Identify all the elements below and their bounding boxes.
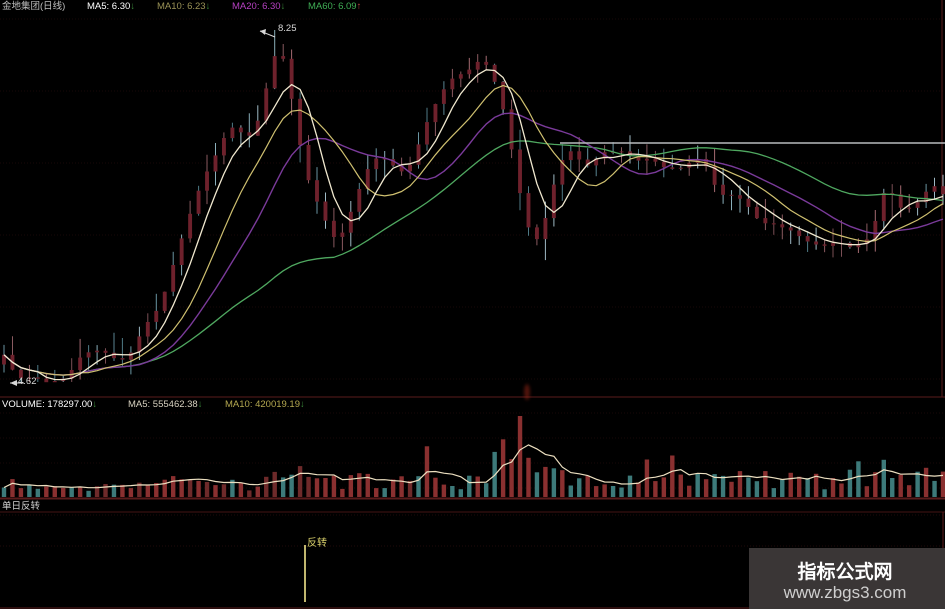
svg-text:反转: 反转	[307, 536, 327, 549]
svg-text:指标公式网: 指标公式网	[797, 560, 892, 583]
svg-text:www.zbgs3.com: www.zbgs3.com	[783, 583, 907, 602]
